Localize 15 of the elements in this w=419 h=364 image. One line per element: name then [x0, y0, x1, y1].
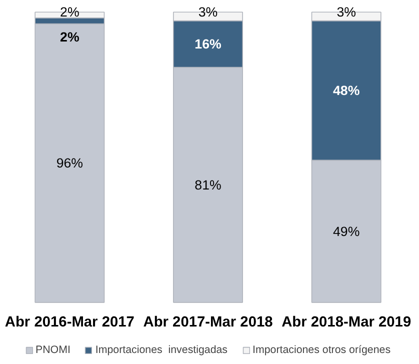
x-tick-label: Abr 2016-Mar 2017 — [4, 314, 134, 330]
data-label: 16% — [194, 36, 222, 52]
data-label: 81% — [194, 177, 222, 192]
legend-label: Importaciones investigadas — [95, 344, 228, 356]
data-label: 49% — [332, 224, 360, 239]
legend-label: PNOMI — [35, 344, 70, 356]
data-label: 3% — [336, 4, 356, 20]
x-tick-label: Abr 2017-Mar 2018 — [143, 314, 273, 330]
data-label: 2% — [60, 4, 80, 20]
legend-label: Importaciones otros orígenes — [252, 344, 391, 356]
data-label: 96% — [56, 156, 84, 171]
data-label: 2% — [60, 30, 80, 45]
data-label: 3% — [198, 4, 218, 20]
data-label: 48% — [332, 83, 360, 98]
x-tick-label: Abr 2018-Mar 2019 — [282, 314, 412, 330]
